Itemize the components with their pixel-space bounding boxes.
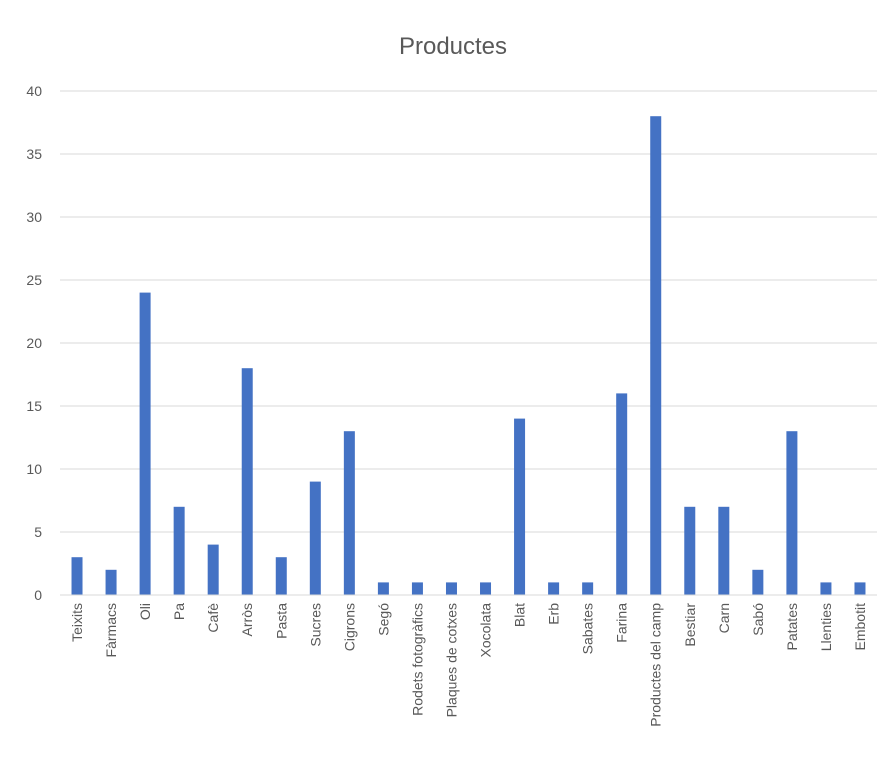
x-category-label: Sabates (580, 603, 596, 654)
x-category-label: Blat (512, 603, 528, 627)
bar (854, 582, 866, 595)
bar (616, 393, 628, 595)
bar (207, 544, 219, 595)
y-tick-label: 20 (26, 335, 42, 351)
x-category-label: Patates (784, 603, 800, 650)
x-category-label: Embotit (852, 603, 868, 651)
x-category-label: Sabó (750, 603, 766, 636)
x-category-label: Cafè (205, 603, 221, 633)
x-category-label: Bestiar (682, 603, 698, 647)
bar (650, 116, 662, 595)
bar (275, 557, 287, 595)
x-axis-labels: Teixits Fàrmacs Oli Pa Cafè Arròs Pasta Sucres C… (69, 603, 868, 727)
bar (820, 582, 832, 595)
x-category-label: Pasta (273, 603, 289, 639)
bar (582, 582, 594, 595)
y-tick-label: 15 (26, 398, 42, 414)
x-category-label: Sucres (307, 603, 323, 647)
bar (445, 582, 457, 595)
x-category-label: Farina (614, 603, 630, 643)
bar (139, 292, 151, 595)
bar (411, 582, 423, 595)
x-category-label: Segó (375, 603, 391, 636)
y-tick-label: 30 (26, 209, 42, 225)
x-category-label: Carn (716, 603, 732, 633)
y-tick-label: 10 (26, 461, 42, 477)
bar (241, 368, 253, 595)
x-category-label: Oli (137, 603, 153, 620)
x-category-label: Teixits (69, 603, 85, 642)
x-category-label: Fàrmacs (103, 603, 119, 657)
x-category-label: Rodets fotogràfics (409, 603, 425, 716)
y-tick-label: 40 (26, 83, 42, 99)
x-category-label: Erb (546, 603, 562, 625)
bar (548, 582, 560, 595)
x-category-label: Arròs (239, 603, 255, 636)
x-category-label: Xocolata (478, 603, 494, 658)
x-category-label: Cigrons (341, 603, 357, 651)
bar (343, 431, 355, 595)
bar (105, 569, 117, 595)
bar (718, 506, 730, 595)
bar (514, 418, 526, 595)
bars (71, 116, 866, 595)
bar (752, 569, 764, 595)
bar (309, 481, 321, 595)
y-tick-label: 25 (26, 272, 42, 288)
x-category-label: Llenties (818, 603, 834, 651)
bar (377, 582, 389, 595)
chart-title: Productes (399, 33, 507, 60)
bar (786, 431, 798, 595)
x-category-label: Plaques de cotxes (443, 603, 459, 717)
x-category-label: Productes del camp (648, 603, 664, 727)
gridlines (60, 90, 877, 533)
bar (684, 506, 696, 595)
bar (480, 582, 492, 595)
y-axis-ticks: 0 5 10 15 20 25 30 35 40 (26, 83, 42, 603)
y-tick-label: 5 (34, 524, 42, 540)
y-tick-label: 0 (34, 587, 42, 603)
x-category-label: Pa (171, 603, 187, 620)
bar (71, 557, 83, 595)
y-tick-label: 35 (26, 146, 42, 162)
bar (173, 506, 185, 595)
